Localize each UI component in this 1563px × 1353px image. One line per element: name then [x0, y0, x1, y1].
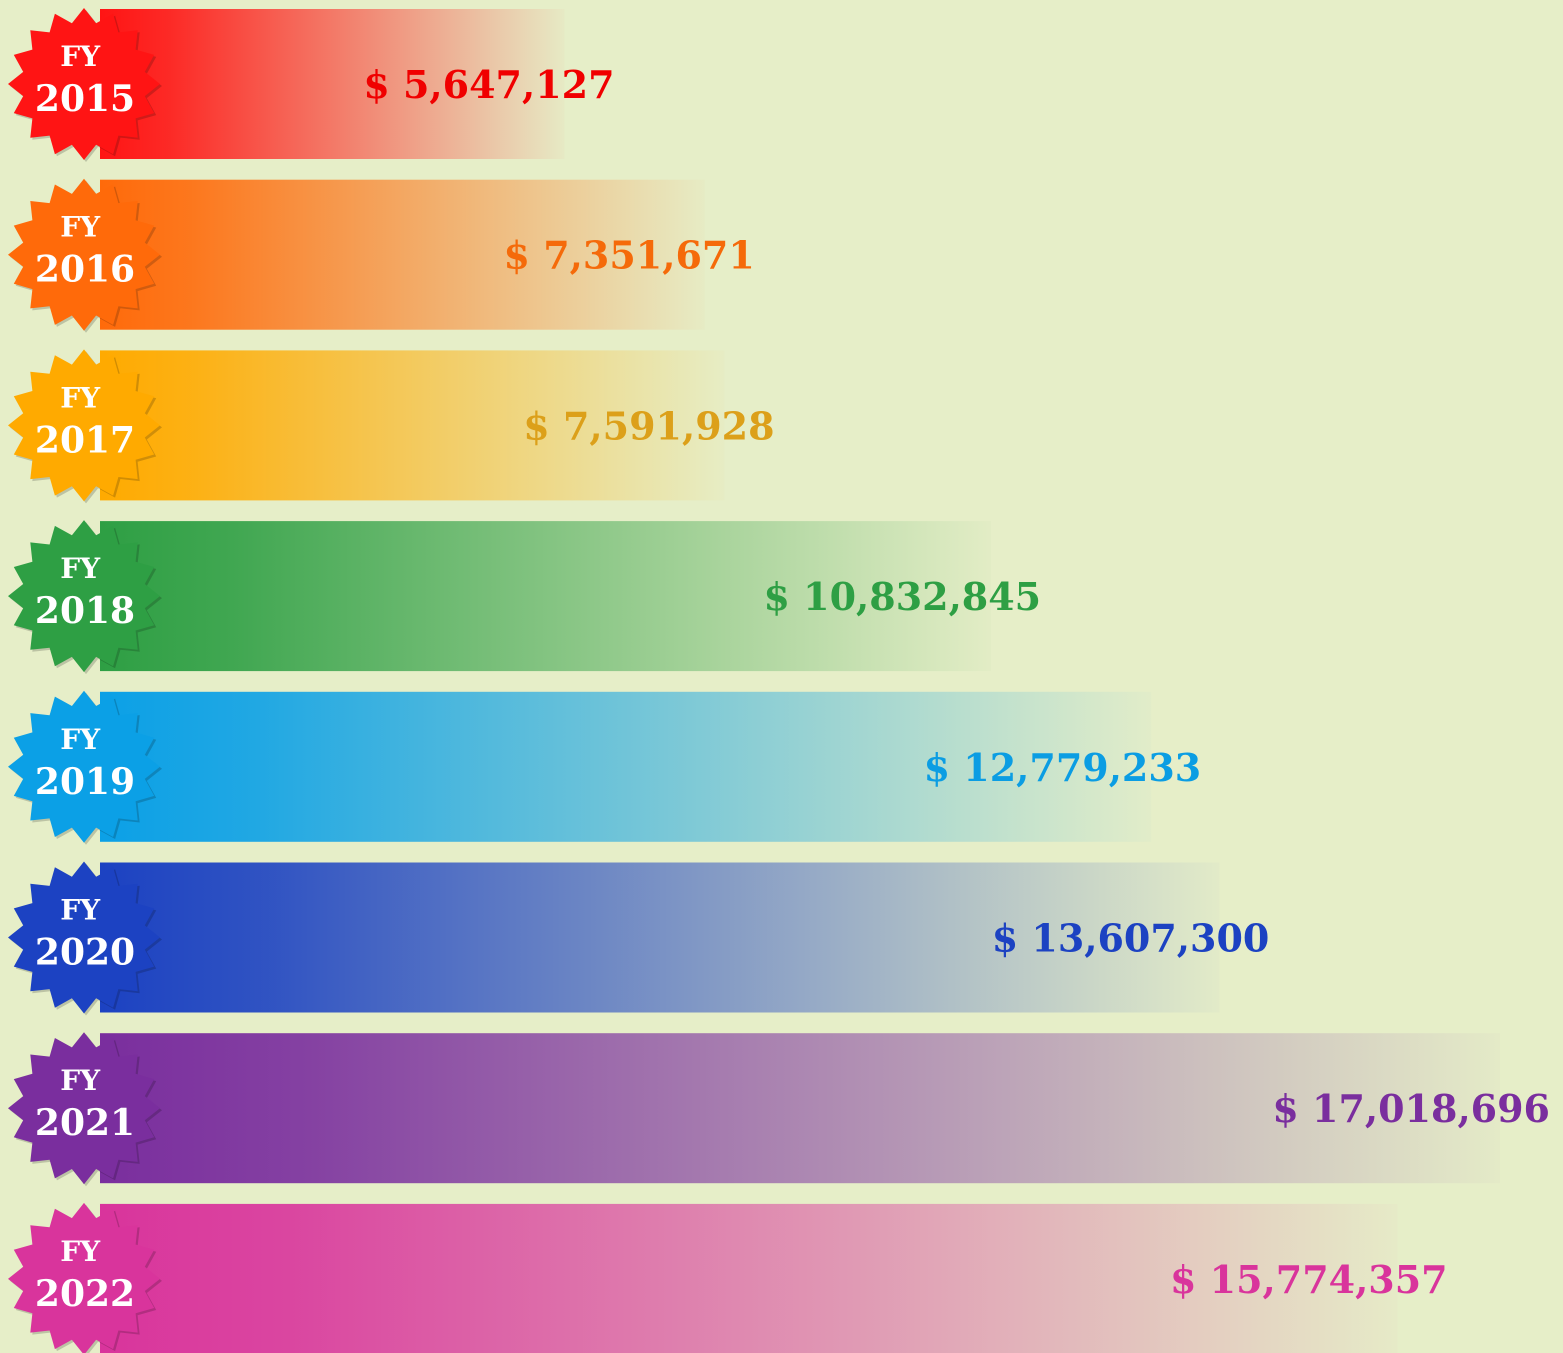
badge	[8, 178, 160, 331]
value-label: $ 7,351,671	[504, 233, 755, 278]
category-label: FY 2020	[35, 894, 135, 974]
value-label: $ 10,832,845	[763, 574, 1041, 619]
bar	[100, 1203, 1398, 1353]
bar	[100, 9, 565, 159]
bar	[100, 179, 705, 330]
value-label: $ 7,591,928	[523, 403, 774, 448]
badge	[8, 8, 160, 160]
value-label: $ 15,774,357	[1170, 1257, 1448, 1302]
value-label: $ 17,018,696	[1272, 1086, 1550, 1131]
bar	[100, 1033, 1500, 1184]
badge	[8, 520, 160, 673]
category-label: FY 2021	[35, 1064, 135, 1144]
value-label: $ 13,607,300	[992, 916, 1270, 961]
category-label: FY 2017	[35, 381, 135, 461]
badge	[8, 690, 160, 843]
badge	[8, 861, 160, 1014]
bar	[100, 350, 725, 501]
badge	[8, 349, 160, 502]
value-label: $ 12,779,233	[924, 745, 1202, 790]
badge	[8, 1202, 160, 1353]
value-label: $ 5,647,127	[363, 62, 614, 107]
bar	[100, 691, 1152, 842]
bar	[100, 862, 1220, 1013]
category-label: FY 2015	[35, 40, 135, 120]
category-label: FY 2018	[35, 552, 135, 632]
category-label: FY 2019	[35, 723, 135, 803]
category-label: FY 2022	[35, 1235, 135, 1315]
badge	[8, 1032, 160, 1185]
bar	[100, 521, 992, 672]
category-label: FY 2016	[35, 211, 135, 291]
